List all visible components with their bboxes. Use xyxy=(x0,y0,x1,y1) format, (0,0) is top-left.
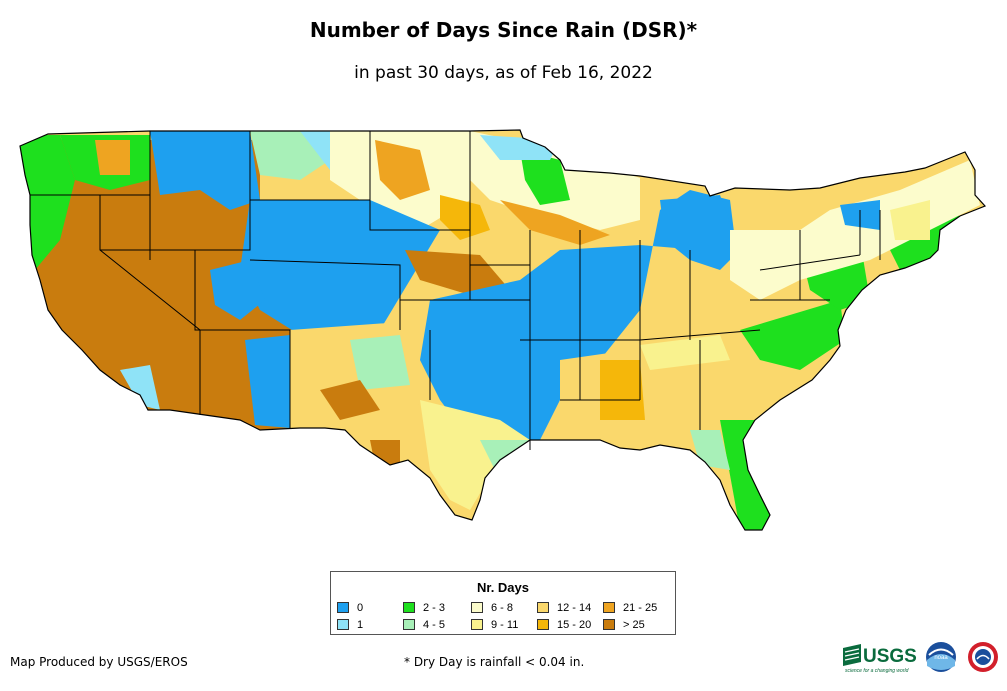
svg-text:noaa: noaa xyxy=(934,655,948,661)
legend-swatch xyxy=(603,602,615,613)
legend-swatch xyxy=(537,602,549,613)
svg-text:science for a changing world: science for a changing world xyxy=(845,668,909,674)
credit-text: Map Produced by USGS/EROS xyxy=(10,655,188,669)
agency-logos: USGS science for a changing world noaa xyxy=(843,642,998,674)
legend-swatch xyxy=(337,602,349,613)
svg-text:USGS: USGS xyxy=(863,646,917,667)
footnote-text: * Dry Day is rainfall < 0.04 in. xyxy=(404,655,585,669)
legend-swatch xyxy=(471,602,483,613)
legend-label: 12 - 14 xyxy=(557,602,592,614)
legend: Nr. Days 0 1 2 - 3 4 - 5 6 - 8 9 - 11 12… xyxy=(330,571,676,635)
legend-label: 1 xyxy=(357,619,364,631)
us-dsr-map xyxy=(19,129,986,531)
legend-item-6: 12 - 14 xyxy=(537,602,591,614)
legend-item-3: 4 - 5 xyxy=(403,619,445,631)
legend-label: 2 - 3 xyxy=(423,602,446,614)
legend-item-8: 21 - 25 xyxy=(603,602,657,614)
dsr-color-field xyxy=(20,130,985,530)
legend-swatch xyxy=(537,619,549,630)
legend-item-4: 6 - 8 xyxy=(471,602,513,614)
map-subtitle: in past 30 days, as of Feb 16, 2022 xyxy=(354,63,653,83)
legend-item-1: 1 xyxy=(337,619,363,631)
state-boundaries xyxy=(19,129,986,531)
legend-label: 4 - 5 xyxy=(423,619,446,631)
legend-label: 0 xyxy=(357,602,364,614)
legend-item-7: 15 - 20 xyxy=(537,619,591,631)
legend-swatch xyxy=(337,619,349,630)
legend-label: 21 - 25 xyxy=(623,602,658,614)
map-title: Number of Days Since Rain (DSR)* xyxy=(309,18,698,42)
legend-item-2: 2 - 3 xyxy=(403,602,445,614)
nws-logo xyxy=(968,642,998,672)
usgs-logo: USGS science for a changing world xyxy=(843,644,917,674)
noaa-logo: noaa xyxy=(926,642,956,672)
legend-swatch xyxy=(603,619,615,630)
legend-label: 6 - 8 xyxy=(491,602,514,614)
legend-swatch xyxy=(403,602,415,613)
legend-item-9: > 25 xyxy=(603,619,645,631)
legend-item-5: 9 - 11 xyxy=(471,619,518,631)
legend-label: 9 - 11 xyxy=(491,619,519,631)
legend-swatch xyxy=(471,619,483,630)
legend-label: 15 - 20 xyxy=(557,619,592,631)
legend-swatch xyxy=(403,619,415,630)
legend-label: > 25 xyxy=(623,619,645,631)
legend-item-0: 0 xyxy=(337,602,363,614)
legend-title: Nr. Days xyxy=(476,580,530,595)
